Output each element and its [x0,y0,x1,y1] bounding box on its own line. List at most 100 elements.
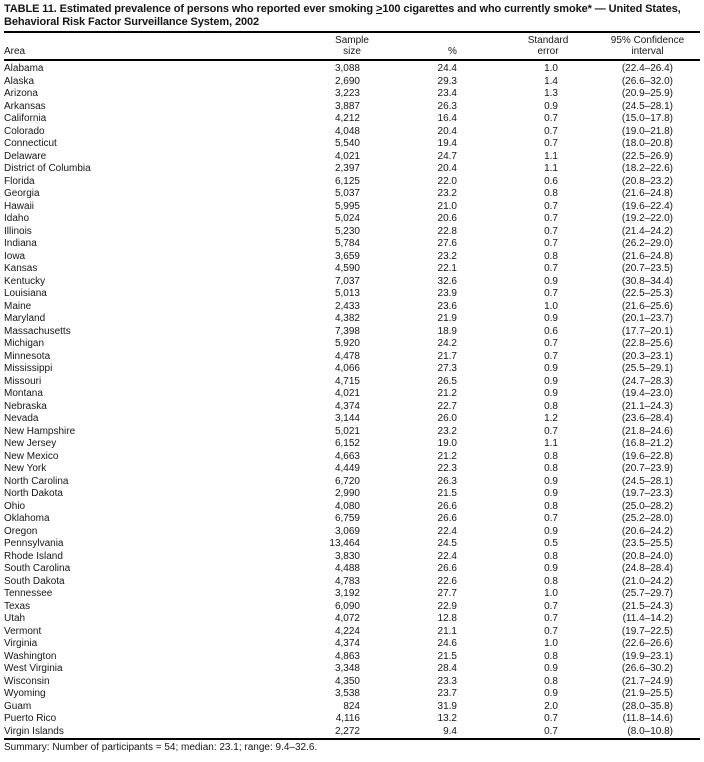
table-row: Virgin Islands 2,272 9.4 0.7 (8.0–10.8) [4,726,700,740]
table-row: Hawaii 5,995 21.0 0.7 (19.6–22.4) [4,201,700,214]
area-cell: Vermont [4,625,42,637]
area-cell: Wisconsin [4,675,50,687]
header-area-line2: Area [4,46,26,57]
table-row: Nebraska 4,374 22.7 0.8 (21.1–24.3) [4,401,700,414]
percent-cell: 24.2 [437,338,457,349]
percent-cell: 27.6 [437,238,457,249]
table-row: Virginia 4,374 24.6 1.0 (22.6–26.6) [4,638,700,651]
table-body: Alabama 3,088 24.4 1.0 (22.4–26.4) Alaska 2,69… [4,60,700,739]
sample-size-cell: 5,230 [334,225,360,237]
confidence-interval-cell: (18.2–22.6) [621,163,673,174]
sample-size-cell: 5,540 [334,138,360,149]
table-row: Vermont 4,224 21.1 0.7 (19.7–22.5) [4,626,700,639]
confidence-interval-cell: (19.7–23.3) [621,488,673,499]
confidence-interval-cell: (22.5–26.9) [621,150,673,162]
percent-cell: 24.7 [437,150,457,162]
standard-error-cell: 0.7 [544,338,558,349]
area-cell: Kansas [4,263,38,274]
standard-error-cell: 1.0 [544,63,558,74]
confidence-interval-cell: (20.6–24.2) [621,525,673,537]
confidence-interval-cell: (11.4–14.2) [622,613,673,624]
sample-size-cell: 4,783 [334,575,360,587]
title-prefix: TABLE 11. Estimated prevalence of person… [4,3,376,15]
standard-error-cell: 0.9 [544,488,558,499]
standard-error-cell: 0.7 [544,200,558,212]
table-row: Illinois 5,230 22.8 0.7 (21.4–24.2) [4,226,700,239]
standard-error-cell: 0.7 [544,288,558,299]
table-row: Nevada 3,144 26.0 1.2 (23.6–28.4) [4,413,700,426]
percent-cell: 19.0 [437,438,457,449]
confidence-interval-cell: (25.5–29.1) [621,363,673,374]
percent-cell: 21.2 [437,388,457,399]
table-row: Massachusetts 7,398 18.9 0.6 (17.7–20.1) [4,326,700,339]
percent-cell: 23.9 [437,288,457,299]
table-row: Maine 2,433 23.6 1.0 (21.6–25.6) [4,301,700,314]
standard-error-cell: 0.8 [544,400,558,412]
table-row: Indiana 5,784 27.6 0.7 (26.2–29.0) [4,238,700,251]
column-header-percent: % [404,32,501,60]
sample-size-cell: 3,069 [334,525,360,537]
area-cell: Oregon [4,525,38,537]
percent-cell: 27.3 [437,363,457,374]
table-row: Georgia 5,037 23.2 0.8 (21.6–24.8) [4,188,700,201]
area-cell: Oklahoma [4,513,50,524]
area-cell: Michigan [4,338,45,349]
confidence-interval-cell: (21.4–24.2) [621,225,673,237]
sample-size-cell: 4,449 [334,463,360,474]
sample-size-cell: 4,382 [334,313,360,324]
confidence-interval-cell: (25.2–28.0) [621,513,673,524]
standard-error-cell: 1.1 [544,438,558,449]
standard-error-cell: 1.3 [544,88,558,99]
standard-error-cell: 0.8 [544,650,558,662]
area-cell: Florida [4,175,35,187]
percent-cell: 22.3 [437,463,457,474]
percent-cell: 23.2 [437,250,457,262]
confidence-interval-cell: (19.0–21.8) [621,125,673,137]
percent-cell: 16.4 [437,113,457,124]
confidence-interval-cell: (24.8–28.4) [621,563,673,574]
percent-cell: 22.9 [437,600,457,612]
table-row: Arkansas 3,887 26.3 0.9 (24.5–28.1) [4,101,700,114]
percent-cell: 26.3 [437,100,457,112]
table-row: District of Columbia 2,397 20.4 1.1 (18.2–22… [4,163,700,176]
sample-size-cell: 2,990 [334,488,360,499]
standard-error-cell: 0.7 [544,513,558,524]
area-cell: Tennessee [4,588,53,599]
percent-cell: 26.0 [437,413,457,424]
header-ci-line2: interval [631,46,664,57]
table-row: Kansas 4,590 22.1 0.7 (20.7–23.5) [4,263,700,276]
percent-cell: 12.8 [437,613,457,624]
confidence-interval-cell: (25.7–29.7) [621,588,673,599]
table-header: Area Sample size % Standard error 95% Co… [4,32,700,60]
standard-error-cell: 0.7 [544,613,558,624]
standard-error-cell: 1.1 [544,163,558,174]
sample-size-cell: 3,348 [334,663,360,674]
confidence-interval-cell: (16.8–21.2) [621,438,673,449]
area-cell: Missouri [4,375,42,387]
percent-cell: 22.8 [437,225,457,237]
percent-cell: 21.2 [437,450,457,462]
confidence-interval-cell: (21.6–25.6) [621,300,673,312]
standard-error-cell: 0.9 [544,475,558,487]
sample-size-cell: 3,223 [334,88,360,99]
percent-cell: 22.4 [437,550,457,562]
area-cell: Guam [4,700,32,712]
column-header-standard-error: Standard error [501,32,595,60]
standard-error-cell: 0.7 [544,113,558,124]
percent-cell: 13.2 [437,713,457,724]
sample-size-cell: 4,021 [334,388,360,399]
standard-error-cell: 0.9 [544,363,558,374]
sample-size-cell: 3,830 [334,550,360,562]
confidence-interval-cell: (21.8–24.6) [621,425,673,437]
standard-error-cell: 0.8 [544,188,558,199]
table-row: Iowa 3,659 23.2 0.8 (21.6–24.8) [4,251,700,264]
confidence-interval-cell: (20.1–23.7) [621,313,673,324]
percent-cell: 9.4 [443,725,457,737]
confidence-interval-cell: (17.7–20.1) [621,325,673,337]
title-threshold-value: 100 [382,3,401,15]
table-row: California 4,212 16.4 0.7 (15.0–17.8) [4,113,700,126]
standard-error-cell: 0.7 [544,125,558,137]
standard-error-cell: 0.8 [544,550,558,562]
sample-size-cell: 4,374 [334,400,360,412]
table-row: New Mexico 4,663 21.2 0.8 (19.6–22.8) [4,451,700,464]
